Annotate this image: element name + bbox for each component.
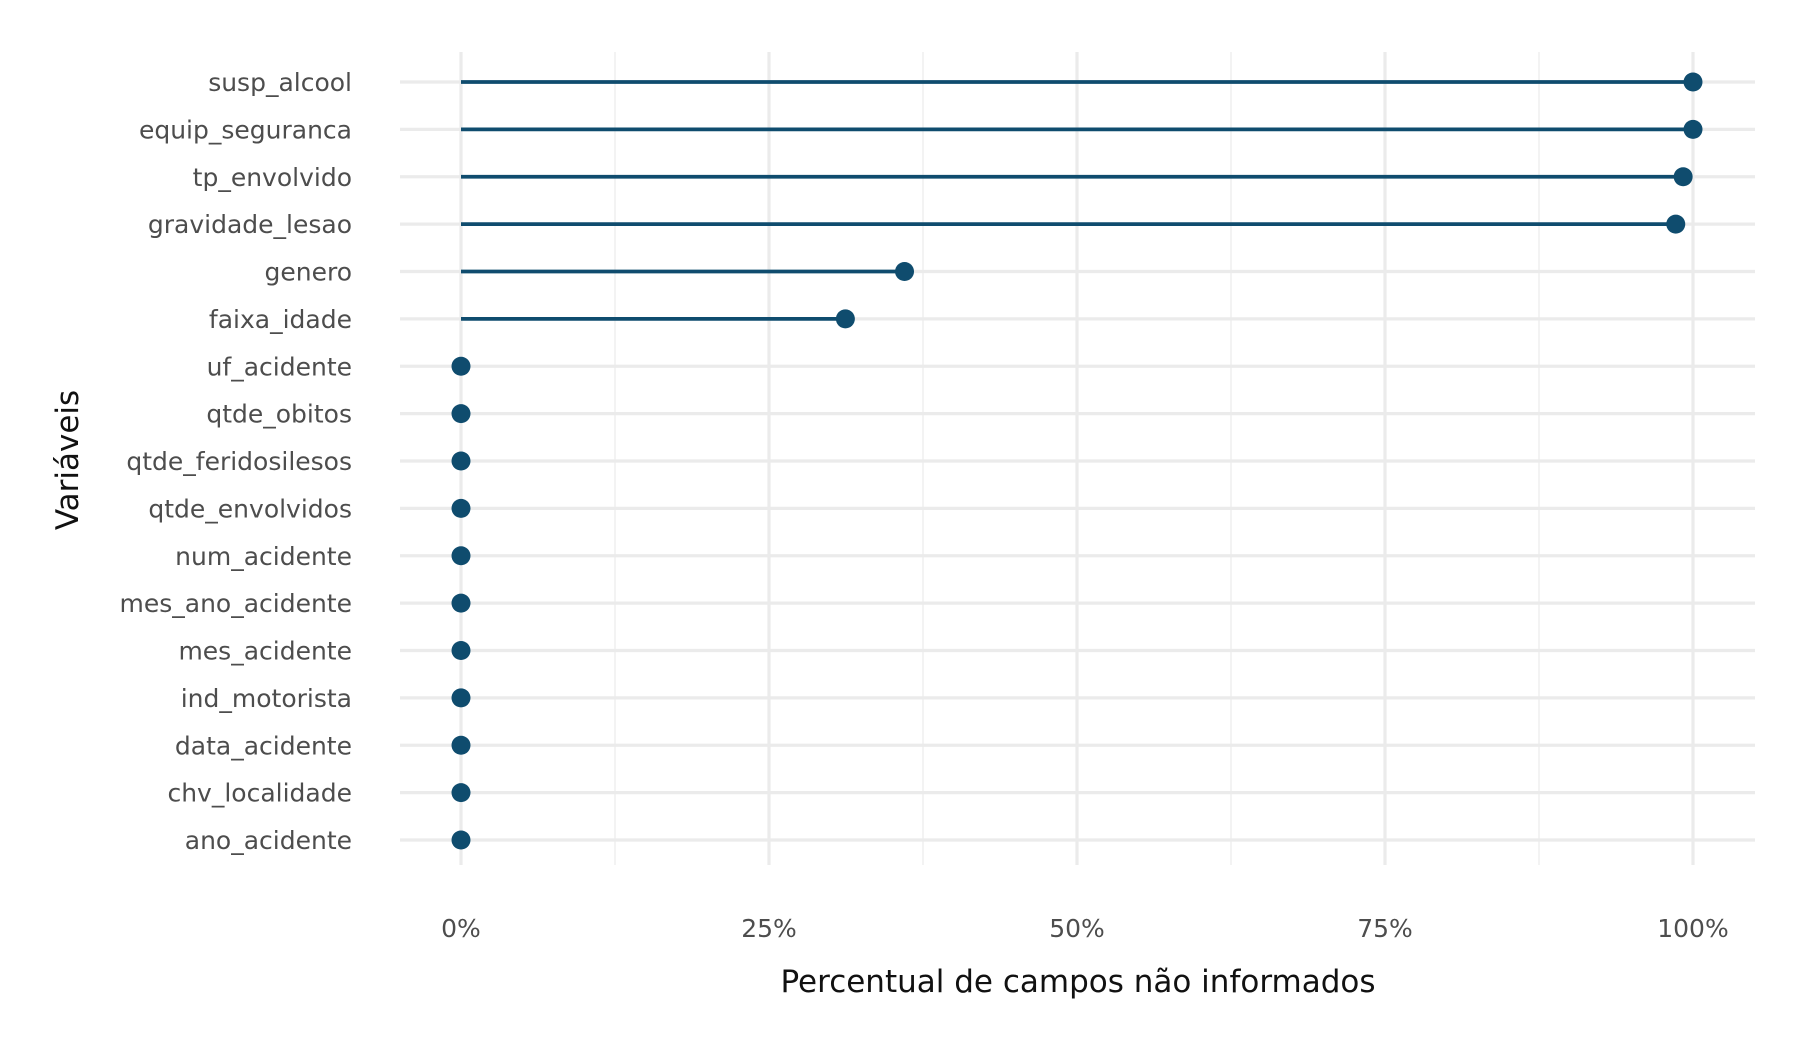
- lollipop-point: [451, 783, 471, 803]
- y-tick-label: equip_seguranca: [139, 115, 352, 144]
- lollipop-point: [451, 404, 471, 424]
- plot-marks: [451, 72, 1703, 850]
- lollipop-point: [451, 498, 471, 518]
- y-tick-label: chv_localidade: [167, 779, 352, 808]
- lollipop-point: [451, 830, 471, 850]
- y-tick-label: qtde_obitos: [206, 400, 352, 429]
- x-axis-ticks: 0% 25% 50% 75% 100%: [441, 914, 1729, 943]
- x-tick-label: 50%: [1049, 914, 1105, 943]
- y-tick-label: faixa_idade: [209, 305, 352, 334]
- y-tick-label: ano_acidente: [185, 826, 352, 855]
- lollipop-point: [1666, 214, 1686, 234]
- y-tick-label: data_acidente: [175, 731, 352, 760]
- lollipop-point: [1683, 72, 1703, 92]
- lollipop-point: [451, 641, 471, 660]
- x-axis-title: Percentual de campos não informados: [780, 964, 1375, 1000]
- y-tick-label: mes_ano_acidente: [119, 589, 352, 618]
- y-tick-label: susp_alcool: [208, 68, 352, 97]
- y-axis-title: Variáveis: [50, 390, 86, 530]
- lollipop-point: [451, 356, 471, 376]
- grid: [400, 52, 1755, 865]
- lollipop-point: [835, 309, 855, 329]
- y-tick-label: gravidade_lesao: [148, 210, 352, 239]
- lollipop-point: [451, 688, 471, 708]
- lollipop-point: [1683, 119, 1703, 139]
- y-tick-label: mes_acidente: [178, 637, 352, 666]
- y-axis-ticks: susp_alcool equip_seguranca tp_envolvidogr…: [119, 68, 352, 855]
- lollipop-point: [451, 451, 471, 471]
- x-tick-label: 75%: [1357, 914, 1413, 943]
- y-tick-label: genero: [265, 258, 353, 287]
- x-tick-label: 100%: [1657, 914, 1728, 943]
- lollipop-point: [451, 593, 471, 613]
- x-tick-label: 0%: [441, 914, 481, 943]
- x-tick-label: 25%: [741, 914, 797, 943]
- lollipop-point: [451, 735, 471, 755]
- lollipop-point: [1673, 167, 1693, 187]
- y-tick-label: qtde_feridosilesos: [126, 447, 352, 476]
- y-tick-label: ind_motorista: [181, 684, 352, 713]
- y-tick-label: uf_acidente: [207, 352, 352, 381]
- lollipop-point: [895, 262, 915, 281]
- lollipop-point: [451, 546, 471, 566]
- y-tick-label: tp_envolvido: [193, 163, 352, 192]
- y-tick-label: num_acidente: [175, 542, 352, 571]
- y-tick-label: qtde_envolvidos: [148, 494, 352, 523]
